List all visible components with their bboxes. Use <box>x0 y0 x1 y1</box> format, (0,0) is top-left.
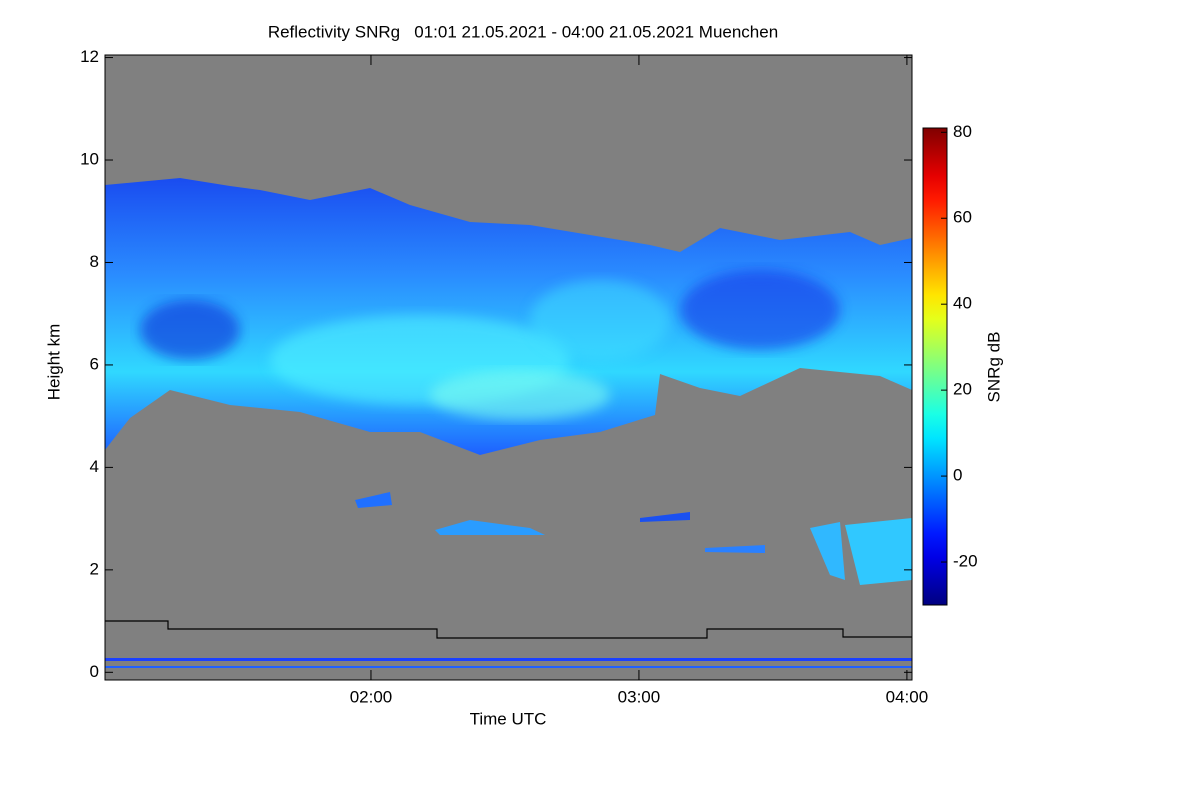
x-axis-label: Time UTC <box>470 709 547 728</box>
colorbar-tick-label: 0 <box>953 466 962 485</box>
colorbar-tick-label: 80 <box>953 122 972 141</box>
y-tick-label: 8 <box>90 252 99 271</box>
x-tick-label: 02:00 <box>350 687 393 706</box>
colorbar-tick-label: 60 <box>953 208 972 227</box>
y-axis-label: Height km <box>44 324 63 401</box>
colorbar-tick-label: 40 <box>953 294 972 313</box>
colorbar: -20 0 20 40 60 80 <box>922 122 978 606</box>
x-tick-label: 04:00 <box>886 687 929 706</box>
plot-frame <box>104 54 913 681</box>
colorbar-tick-label: -20 <box>953 552 978 571</box>
y-tick-label: 12 <box>80 47 99 66</box>
colorbar-tick-label: 20 <box>953 380 972 399</box>
colorbar-scale <box>922 127 948 606</box>
x-tick-label: 03:00 <box>618 687 661 706</box>
y-tick-label: 4 <box>90 457 99 476</box>
y-tick-label: 10 <box>80 150 99 169</box>
colorbar-label: SNRg dB <box>984 332 1003 403</box>
y-tick-label: 0 <box>90 662 99 681</box>
chart-title: Reflectivity SNRg 01:01 21.05.2021 - 04:… <box>268 22 778 41</box>
echo-layer <box>105 178 912 668</box>
y-tick-label: 2 <box>90 559 99 578</box>
y-tick-label: 6 <box>90 354 99 373</box>
